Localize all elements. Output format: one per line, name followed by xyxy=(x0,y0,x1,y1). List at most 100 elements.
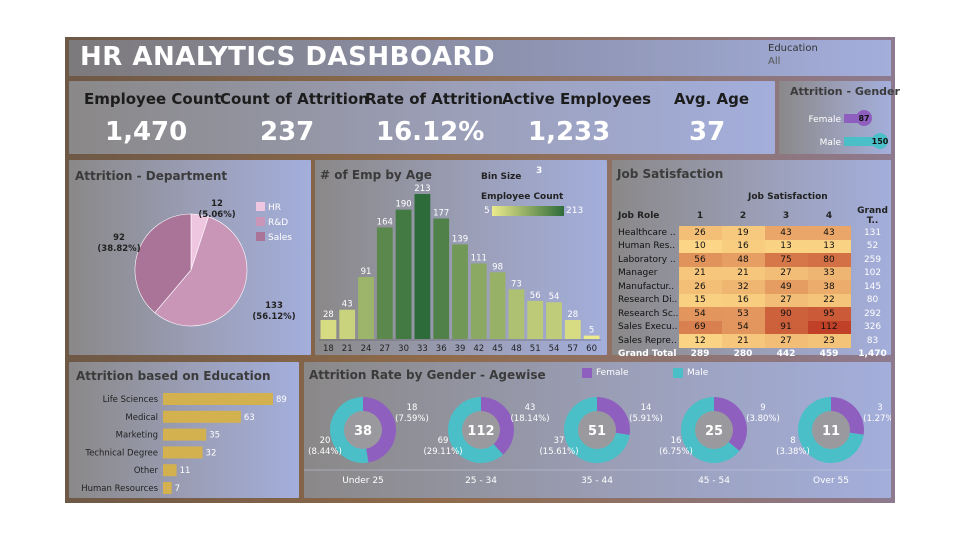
education-value-label: 11 xyxy=(180,466,191,476)
kpi-label-employee-count: Employee Count xyxy=(84,90,222,108)
education-category-label: Marketing xyxy=(116,431,158,441)
kpi-value-avg-age: 37 xyxy=(689,117,726,147)
job-role-row: Laboratory .. 56 48 75 80 259 xyxy=(614,253,895,267)
job-role-row: Sales Execu.. 69 54 91 112 326 xyxy=(614,320,895,334)
age-bar xyxy=(433,218,450,339)
donut-female-percent: (7.59%) xyxy=(395,414,429,424)
pie-percent-label: (5.06%) xyxy=(198,210,235,220)
heat-cell: 53 xyxy=(721,307,765,321)
job-satisfaction-title: Job Satisfaction xyxy=(617,167,724,181)
job-role-row: Research Di.. 15 16 27 22 80 xyxy=(614,293,895,307)
gender-value-bubble-female xyxy=(856,110,873,126)
education-category-label: Human Resources xyxy=(81,484,158,494)
age-tick-label: 27 xyxy=(379,344,390,354)
pie-percent-label: (56.12%) xyxy=(252,312,295,322)
heat-cell: 95 xyxy=(807,307,851,321)
education-bar-chart: Life Sciences 89 Medical 63 Marketing 35 Techn… xyxy=(81,393,287,494)
pie-legend-label: R&D xyxy=(268,218,288,228)
job-role-row: Human Res.. 10 16 13 13 52 xyxy=(614,239,895,253)
age-bar xyxy=(527,300,544,339)
age-bar xyxy=(452,244,468,339)
age-tick-label: 30 xyxy=(398,344,409,354)
age-bar xyxy=(339,309,356,339)
job-satisfaction-col-title: Job Satisfaction xyxy=(748,192,828,202)
age-bar-label: 73 xyxy=(511,279,522,289)
donut-total-label: 11 xyxy=(822,424,840,439)
heat-cell: 54 xyxy=(721,320,765,334)
job-role-row: Sales Repre.. 12 21 27 23 83 xyxy=(614,334,895,348)
age-panel-title: # of Emp by Age xyxy=(320,168,432,182)
heat-cell: 48 xyxy=(721,253,765,267)
age-bar-label: 28 xyxy=(567,310,578,320)
grand-total-header: Grand T.. xyxy=(857,206,888,226)
bin-size-value[interactable]: 3 xyxy=(536,166,543,176)
legend-swatch-female xyxy=(582,368,592,378)
job-role-name: Research Sc.. xyxy=(618,308,679,319)
job-role-row: Research Sc.. 54 53 90 95 292 xyxy=(614,307,895,321)
donut-male-count: 20 xyxy=(320,436,331,446)
heat-cell: 69 xyxy=(678,320,722,334)
donut-male-count: 69 xyxy=(438,436,449,446)
gender-bar-male xyxy=(844,137,882,146)
heat-cell: 23 xyxy=(807,334,851,348)
age-tick-label: 36 xyxy=(436,344,447,354)
grand-total-row: Grand Total 289 280 442 459 1,470 xyxy=(614,348,895,362)
age-group-label: 45 - 54 xyxy=(698,476,730,486)
donut-total-label: 38 xyxy=(354,424,372,439)
age-group-label: Over 55 xyxy=(813,476,849,486)
age-histogram: 28 18 43 21 91 24 164 27 190 30 213 33 177 36 139 39 111… xyxy=(319,184,601,354)
pie-legend-label: Sales xyxy=(268,233,292,243)
job-role-name: Sales Repre.. xyxy=(618,335,677,346)
age-tick-label: 42 xyxy=(473,344,484,354)
pie-legend-swatch xyxy=(256,217,265,226)
kpi-value-attrition-count: 237 xyxy=(260,117,315,147)
grand-total-label: Grand Total xyxy=(618,349,677,360)
job-role-header: Job Role xyxy=(618,211,660,221)
age-bar-label: 5 xyxy=(589,326,594,336)
column-grand-total: 442 xyxy=(776,349,796,360)
row-grand-total: 131 xyxy=(863,227,882,238)
job-satisfaction-table: Job Role 1 2 3 4 Grand T.. Healthcare ..… xyxy=(614,206,895,361)
heat-cell: 43 xyxy=(807,226,851,240)
age-bar xyxy=(358,277,374,339)
job-role-row: Healthcare .. 26 19 43 43 131 xyxy=(614,226,895,240)
education-panel-title: Attrition based on Education xyxy=(76,369,271,383)
donut-male-percent: (3.38%) xyxy=(776,447,810,457)
heat-cell: 75 xyxy=(764,253,808,267)
heat-cell: 38 xyxy=(807,280,851,294)
donut-female-count: 14 xyxy=(641,403,652,413)
pie-legend-label: HR xyxy=(268,203,281,213)
row-grand-total: 326 xyxy=(863,322,882,333)
donut-center xyxy=(344,411,382,449)
row-grand-total: 52 xyxy=(866,241,879,252)
heat-cell: 22 xyxy=(807,293,851,307)
pie-percent-label: (38.82%) xyxy=(97,244,140,254)
heat-cell: 27 xyxy=(764,293,808,307)
education-value-label: 7 xyxy=(175,484,180,494)
heat-cell: 13 xyxy=(764,239,808,253)
heat-cell: 32 xyxy=(721,280,765,294)
age-bar-label: 190 xyxy=(395,200,411,210)
age-bar xyxy=(395,209,412,339)
heat-cell: 54 xyxy=(678,307,722,321)
heat-cell: 12 xyxy=(678,334,722,348)
row-grand-total: 80 xyxy=(866,295,879,306)
education-category-label: Technical Degree xyxy=(84,448,158,458)
kpi-label-avg-age: Avg. Age xyxy=(674,90,750,108)
donut-female-percent: (3.80%) xyxy=(746,414,780,424)
education-filter[interactable]: Education All xyxy=(768,43,818,67)
education-filter-value[interactable]: All xyxy=(768,56,781,67)
col-header-1: 1 xyxy=(696,211,704,221)
age-bar xyxy=(414,194,431,339)
education-bar xyxy=(163,428,207,441)
gender-label-female: Female xyxy=(808,115,841,125)
donut-female-percent: (5.91%) xyxy=(629,414,663,424)
education-value-label: 35 xyxy=(209,431,220,441)
heat-cell: 112 xyxy=(807,320,851,334)
donut-male-count: 8 xyxy=(790,436,795,446)
heat-cell: 15 xyxy=(678,293,722,307)
donut-male-percent: (8.44%) xyxy=(308,447,342,457)
donut-male-percent: (15.61%) xyxy=(539,447,578,457)
age-bar-label: 56 xyxy=(530,291,541,301)
